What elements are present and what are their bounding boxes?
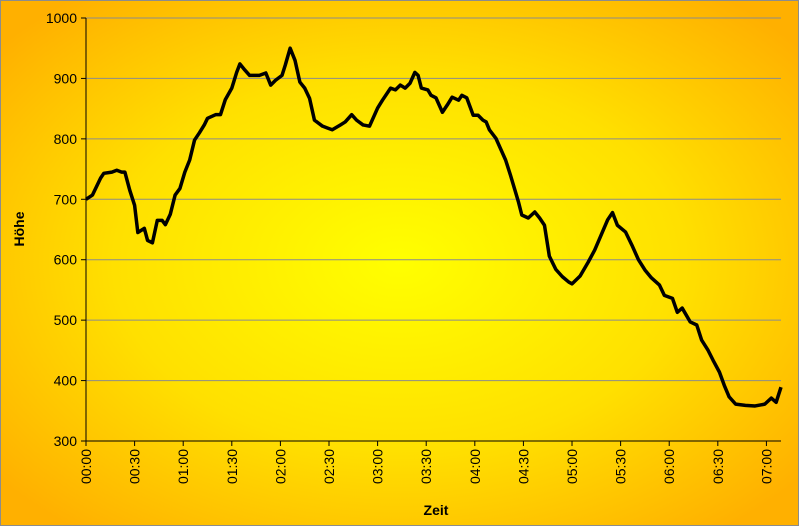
x-axis-title: Zeit <box>424 502 449 518</box>
x-tick-label: 02:00 <box>272 449 288 484</box>
y-tick-label: 600 <box>54 252 78 268</box>
x-tick-label: 02:30 <box>321 449 337 484</box>
x-tick-label: 05:30 <box>613 449 629 484</box>
x-tick-label: 06:30 <box>710 449 726 484</box>
x-tick-label: 01:00 <box>175 449 191 484</box>
line-series <box>85 46 783 408</box>
x-tick-label: 07:00 <box>758 449 774 484</box>
y-tick-label: 400 <box>54 373 78 389</box>
x-tick-label: 00:30 <box>127 449 143 484</box>
x-tick-label: 05:00 <box>564 449 580 484</box>
x-tick-label: 00:00 <box>78 449 94 484</box>
x-tick-label: 01:30 <box>224 449 240 484</box>
y-tick-label: 900 <box>54 70 78 86</box>
y-tick-label: 700 <box>54 191 78 207</box>
x-tick-label: 03:00 <box>370 449 386 484</box>
y-tick-label: 500 <box>54 312 78 328</box>
y-tick-label: 800 <box>54 131 78 147</box>
x-tick-label: 04:30 <box>515 449 531 484</box>
x-tick-label: 04:00 <box>467 449 483 484</box>
y-axis-title: Höhe <box>11 211 27 246</box>
x-tick-label: 03:30 <box>418 449 434 484</box>
y-tick-label: 1000 <box>46 10 77 26</box>
x-tick-label: 06:00 <box>661 449 677 484</box>
y-tick-label: 300 <box>54 433 78 449</box>
